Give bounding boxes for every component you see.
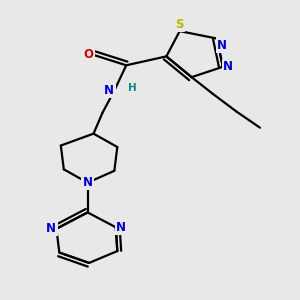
Text: O: O (83, 48, 94, 62)
Text: N: N (223, 60, 233, 73)
Text: N: N (82, 176, 93, 189)
Text: N: N (116, 221, 126, 234)
Text: N: N (46, 222, 56, 235)
Text: H: H (128, 83, 136, 93)
Text: S: S (176, 18, 184, 31)
Text: N: N (217, 38, 227, 52)
Text: N: N (104, 84, 114, 97)
